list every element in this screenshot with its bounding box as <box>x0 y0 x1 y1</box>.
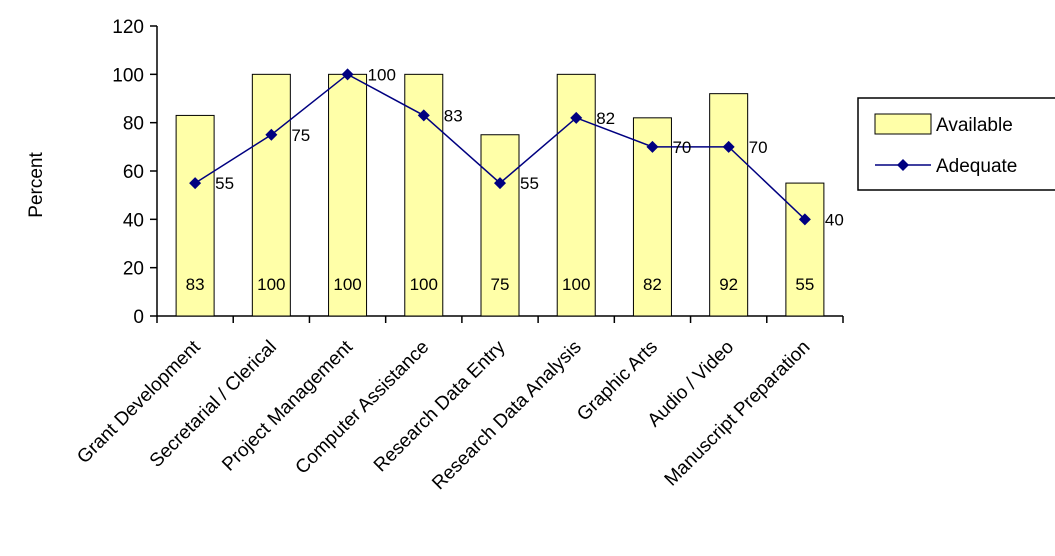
point-value-label: 40 <box>825 210 844 229</box>
point-value-label: 55 <box>520 174 539 193</box>
y-tick-label: 20 <box>123 259 144 280</box>
bar-available <box>251 73 291 317</box>
category-label: Project Management <box>218 336 357 475</box>
bar-value-label: 100 <box>257 275 285 294</box>
bar-value-label: 82 <box>643 275 662 294</box>
point-value-label: 100 <box>368 65 396 84</box>
legend-label-available: Available <box>936 115 1013 136</box>
point-adequate <box>570 111 583 124</box>
bar-available <box>785 182 825 317</box>
category-label: Secretarial / Clerical <box>146 337 281 472</box>
bar-value-label: 100 <box>562 275 590 294</box>
bar-available <box>709 93 749 317</box>
y-tick-label: 120 <box>112 17 144 38</box>
point-adequate <box>265 128 278 141</box>
y-tick-label: 0 <box>133 307 144 328</box>
point-adequate <box>646 140 659 153</box>
legend-swatch-available <box>874 113 932 135</box>
point-adequate <box>341 68 354 81</box>
category-label: Manuscript Preparation <box>661 337 815 491</box>
point-adequate <box>798 213 811 226</box>
bar-available <box>175 114 215 317</box>
point-value-label: 55 <box>215 174 234 193</box>
y-tick-label: 60 <box>123 162 144 183</box>
bar-value-label: 100 <box>333 275 361 294</box>
legend-label-adequate: Adequate <box>936 156 1017 177</box>
bar-value-label: 75 <box>491 275 510 294</box>
y-tick-label: 80 <box>123 114 144 135</box>
bar-available <box>480 134 520 317</box>
category-label: Research Data Analysis <box>428 337 585 494</box>
category-label: Research Data Entry <box>370 336 510 476</box>
point-value-label: 82 <box>596 109 615 128</box>
point-value-label: 83 <box>444 106 463 125</box>
y-tick-label: 100 <box>112 65 144 86</box>
bar-value-label: 83 <box>186 275 205 294</box>
bar-value-label: 92 <box>719 275 738 294</box>
y-axis-title: Percent <box>26 152 47 218</box>
point-value-label: 70 <box>749 138 768 157</box>
line-layer <box>189 68 811 226</box>
point-labels-layer: 55 75 100 83 55 82 70 70 40 <box>215 65 844 229</box>
legend: Available Adequate <box>857 97 1055 191</box>
point-adequate <box>722 140 735 153</box>
bar-value-label: 55 <box>795 275 814 294</box>
bar-labels-layer: 83 100 100 100 75 100 82 92 55 <box>186 275 815 294</box>
category-label: Computer Assistance <box>292 337 434 479</box>
bar-available <box>328 73 368 317</box>
bar-value-label: 100 <box>410 275 438 294</box>
legend-box <box>857 97 1055 191</box>
point-adequate <box>189 177 202 190</box>
bars-layer <box>175 73 825 317</box>
point-adequate <box>417 109 430 122</box>
point-value-label: 70 <box>672 138 691 157</box>
point-value-label: 75 <box>291 126 310 145</box>
point-adequate <box>494 177 506 190</box>
legend-marker-adequate <box>897 159 909 171</box>
y-tick-label: 40 <box>123 210 144 231</box>
category-label: Grant Development <box>73 336 205 468</box>
